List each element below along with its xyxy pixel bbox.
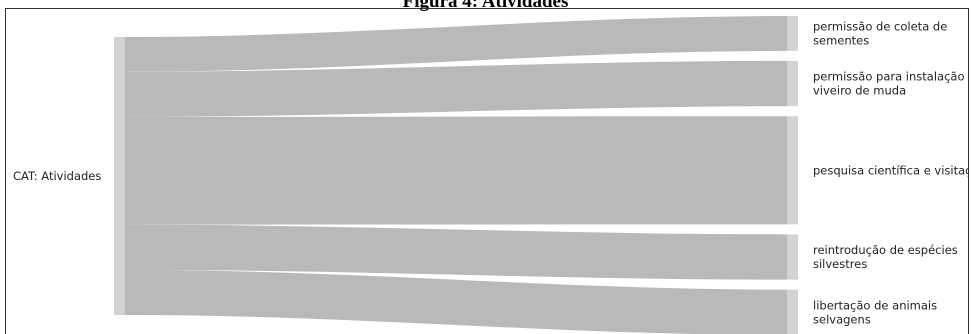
sankey-nodes xyxy=(114,16,798,334)
node-label-line: pesquisa científica e visitaçã xyxy=(813,163,969,177)
sankey-links xyxy=(125,16,787,334)
diagram-frame: CAT: Atividades permissão de coleta de sem… xyxy=(5,8,969,334)
node-label-line: selvagens xyxy=(813,312,871,326)
node-label-target-2: permissão para instalação d viveiro de mu… xyxy=(813,70,969,98)
node-label-target-5: libertação de animais selvagens xyxy=(813,298,937,326)
sankey-link-4 xyxy=(125,224,787,280)
node-target-4 xyxy=(787,234,798,280)
node-label-line: permissão de coleta de xyxy=(813,19,947,33)
node-target-2 xyxy=(787,60,798,107)
node-source xyxy=(114,37,125,315)
node-target-1 xyxy=(787,16,798,51)
node-label-target-3: pesquisa científica e visitaçã xyxy=(813,163,969,177)
sankey-link-5 xyxy=(125,269,787,334)
node-label-line: reintrodução de espécies xyxy=(813,243,958,257)
node-label-target-1: permissão de coleta de sementes xyxy=(813,19,947,47)
sankey-diagram: CAT: Atividades permissão de coleta de sem… xyxy=(13,16,969,334)
node-label-target-4: reintrodução de espécies silvestres xyxy=(813,243,958,271)
node-target-5 xyxy=(787,289,798,334)
sankey-link-1 xyxy=(125,16,787,72)
sankey-link-2 xyxy=(125,60,787,117)
sankey-labels: CAT: Atividades permissão de coleta de sem… xyxy=(13,19,969,326)
figure-title: Figura 4: Atividades xyxy=(402,0,569,12)
node-target-3 xyxy=(787,116,798,225)
node-label-source: CAT: Atividades xyxy=(13,169,101,183)
node-label-line: viveiro de muda xyxy=(813,84,906,98)
node-label-line: sementes xyxy=(813,33,869,47)
node-label-line: silvestres xyxy=(813,257,867,271)
sankey-link-3 xyxy=(125,116,787,225)
node-label-line: libertação de animais xyxy=(813,298,937,312)
node-label-line: permissão para instalação d xyxy=(813,70,969,84)
